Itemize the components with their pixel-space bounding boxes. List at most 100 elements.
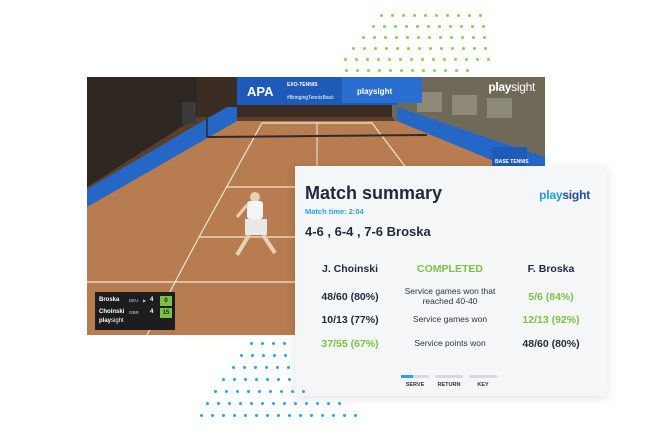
decorative-dot bbox=[266, 414, 269, 417]
decorative-dot bbox=[438, 25, 441, 28]
decorative-dot bbox=[327, 402, 330, 405]
decorative-dot bbox=[411, 69, 414, 72]
banner-hashtag: #BringingTennisBack bbox=[287, 95, 334, 101]
decorative-dot bbox=[473, 47, 476, 50]
decorative-dot bbox=[468, 14, 471, 17]
decorative-dot bbox=[472, 36, 475, 39]
decorative-dot bbox=[444, 69, 447, 72]
stat-row: 10/13 (77%) Service games won 12/13 (92%… bbox=[295, 305, 607, 335]
stat-row: 37/55 (67%) Service points won 48/60 (80… bbox=[295, 329, 607, 359]
score-sets: 4 bbox=[150, 309, 154, 315]
match-status: COMPLETED bbox=[417, 263, 483, 275]
decorative-dot bbox=[428, 36, 431, 39]
stat-right-value: 5/6 (84%) bbox=[528, 291, 574, 303]
decorative-dot bbox=[450, 36, 453, 39]
decorative-dot bbox=[316, 402, 319, 405]
decorative-dot bbox=[466, 69, 469, 72]
decorative-dot bbox=[345, 69, 348, 72]
decorative-dot bbox=[396, 47, 399, 50]
decorative-dot bbox=[435, 14, 438, 17]
decorative-dot bbox=[244, 414, 247, 417]
decorative-dot bbox=[299, 414, 302, 417]
tab-label: RETURN bbox=[437, 382, 461, 388]
decorative-dot bbox=[388, 58, 391, 61]
tab-indicator bbox=[435, 375, 463, 378]
decorative-dot bbox=[366, 58, 369, 61]
decorative-dot bbox=[413, 14, 416, 17]
tab-indicator bbox=[469, 375, 497, 378]
scoreboard-row-1: Broska DEU ▶ 4 0 bbox=[95, 295, 175, 306]
decorative-dot bbox=[272, 342, 275, 345]
decorative-dot bbox=[305, 402, 308, 405]
card-title: Match summary bbox=[305, 183, 443, 203]
decorative-dot bbox=[287, 366, 290, 369]
decorative-dot bbox=[440, 47, 443, 50]
decorative-dot bbox=[355, 58, 358, 61]
decorative-dot bbox=[288, 414, 291, 417]
logo-sight: sight bbox=[562, 188, 590, 202]
decorative-dot bbox=[291, 390, 294, 393]
decorative-dot bbox=[389, 69, 392, 72]
scoreboard-brand: playsight bbox=[99, 318, 124, 324]
decorative-dot bbox=[377, 58, 380, 61]
decorative-dot bbox=[424, 14, 427, 17]
decorative-dot bbox=[228, 402, 231, 405]
decorative-dot bbox=[483, 36, 486, 39]
decorative-dot bbox=[417, 36, 420, 39]
decorative-dot bbox=[406, 36, 409, 39]
decorative-dot bbox=[385, 47, 388, 50]
decorative-dot bbox=[222, 378, 225, 381]
decorative-dot bbox=[211, 414, 214, 417]
decorative-dot bbox=[479, 14, 482, 17]
decorative-dot bbox=[338, 402, 341, 405]
decorative-dot bbox=[372, 25, 375, 28]
decorative-dot bbox=[460, 25, 463, 28]
score-games: 0 bbox=[160, 295, 172, 306]
decorative-dot bbox=[240, 354, 243, 357]
decorative-dot bbox=[239, 402, 242, 405]
stat-label: Service points won bbox=[414, 338, 486, 349]
decorative-dot bbox=[439, 36, 442, 39]
decorative-dot bbox=[217, 402, 220, 405]
decorative-dot bbox=[354, 414, 357, 417]
decorative-dot bbox=[395, 36, 398, 39]
final-scoreline: 4-6 , 6-4 , 7-6 Broska bbox=[305, 224, 431, 239]
decorative-dot bbox=[363, 47, 366, 50]
decorative-dot bbox=[251, 354, 254, 357]
decorative-dot bbox=[255, 414, 258, 417]
decorative-dot bbox=[433, 69, 436, 72]
stat-label: Service games won bbox=[412, 314, 488, 325]
decorative-dot bbox=[462, 47, 465, 50]
decorative-dot bbox=[310, 414, 313, 417]
decorative-dot bbox=[374, 47, 377, 50]
decorative-dot bbox=[222, 414, 225, 417]
tab-return[interactable]: RETURN bbox=[435, 375, 463, 388]
tab-label: KEY bbox=[477, 382, 489, 388]
decorative-dot bbox=[373, 36, 376, 39]
decorative-dot bbox=[277, 378, 280, 381]
decorative-dot bbox=[233, 414, 236, 417]
decorative-dot bbox=[432, 58, 435, 61]
decorative-dot bbox=[451, 47, 454, 50]
banner-base-tennis: BASE TENNIS bbox=[495, 159, 529, 165]
score-sets: 4 bbox=[150, 297, 154, 303]
decorative-dot bbox=[362, 36, 365, 39]
decorative-dot bbox=[400, 69, 403, 72]
decorative-dot bbox=[482, 25, 485, 28]
decorative-dot bbox=[284, 354, 287, 357]
tab-key[interactable]: KEY bbox=[469, 375, 497, 388]
decorative-dot bbox=[380, 14, 383, 17]
decorative-dot bbox=[343, 414, 346, 417]
decorative-dot bbox=[302, 390, 305, 393]
decorative-dot bbox=[391, 14, 394, 17]
banner-playsight: playsight bbox=[357, 87, 392, 96]
decorative-dot bbox=[449, 25, 452, 28]
stat-left-value: 10/13 (77%) bbox=[321, 314, 379, 326]
decorative-dot bbox=[378, 69, 381, 72]
tab-serve[interactable]: SERVE bbox=[401, 375, 429, 388]
tab-label: SERVE bbox=[405, 382, 425, 388]
decorative-dot bbox=[233, 378, 236, 381]
banner-apa: APA bbox=[247, 84, 274, 99]
decorative-dot bbox=[236, 390, 239, 393]
decorative-dot bbox=[288, 378, 291, 381]
